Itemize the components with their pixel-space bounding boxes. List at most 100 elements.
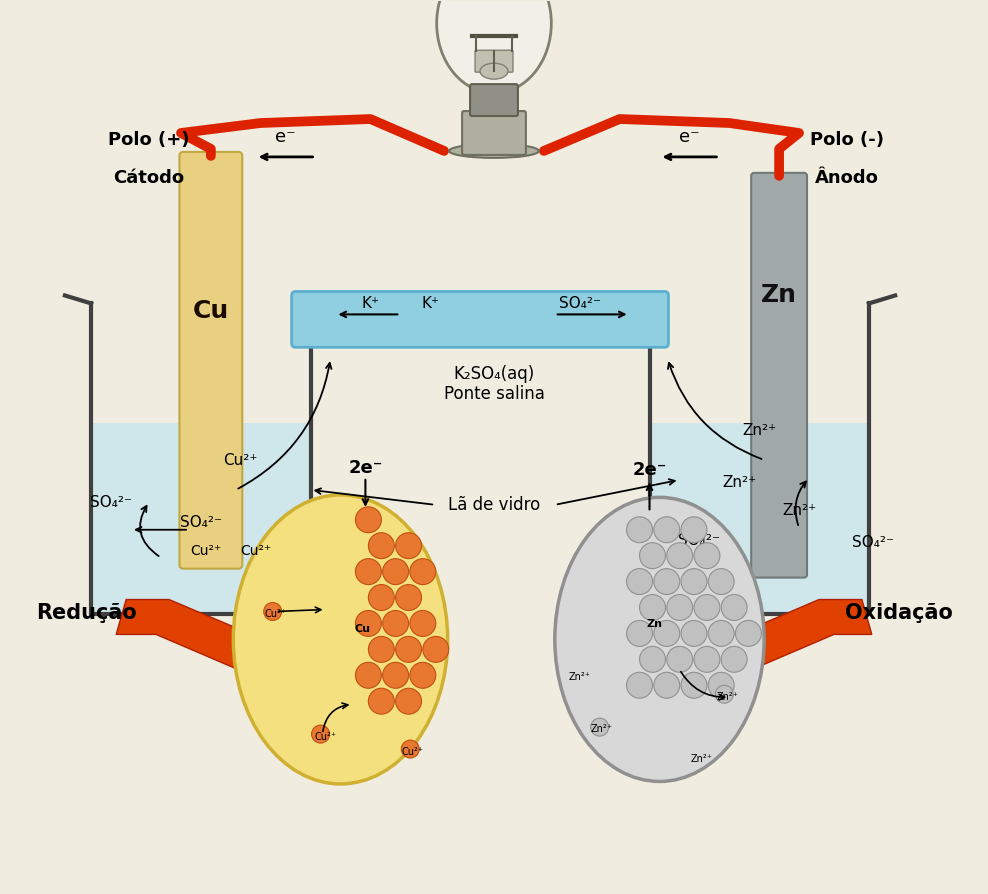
Circle shape <box>681 569 707 595</box>
Text: Zn²⁺: Zn²⁺ <box>782 502 816 518</box>
Text: Zn²⁺: Zn²⁺ <box>691 754 712 764</box>
Circle shape <box>356 662 381 688</box>
Text: Polo (-): Polo (-) <box>810 131 884 149</box>
Circle shape <box>681 672 707 698</box>
Circle shape <box>395 688 422 714</box>
FancyBboxPatch shape <box>291 291 669 347</box>
Polygon shape <box>647 660 717 719</box>
Text: Zn²⁺: Zn²⁺ <box>742 423 777 438</box>
Circle shape <box>410 559 436 585</box>
Circle shape <box>369 688 394 714</box>
Text: SO₄²⁻: SO₄²⁻ <box>180 515 222 530</box>
Circle shape <box>356 611 381 637</box>
Circle shape <box>311 725 330 743</box>
FancyBboxPatch shape <box>475 50 513 72</box>
Text: K⁺: K⁺ <box>362 297 379 311</box>
Circle shape <box>369 637 394 662</box>
Circle shape <box>423 637 449 662</box>
FancyBboxPatch shape <box>470 84 518 116</box>
Text: Ponte salina: Ponte salina <box>444 385 544 403</box>
Polygon shape <box>271 660 341 719</box>
FancyBboxPatch shape <box>180 152 242 569</box>
Text: Cu: Cu <box>355 624 370 635</box>
Text: Lã de vidro: Lã de vidro <box>448 496 540 514</box>
Polygon shape <box>680 600 871 695</box>
Polygon shape <box>295 310 338 343</box>
Circle shape <box>735 620 762 646</box>
Circle shape <box>401 740 419 758</box>
Circle shape <box>382 662 409 688</box>
Text: e⁻: e⁻ <box>276 128 296 146</box>
Circle shape <box>639 543 666 569</box>
Text: Cu²⁺: Cu²⁺ <box>314 732 337 742</box>
Text: SO₄²⁻: SO₄²⁻ <box>559 297 601 311</box>
Circle shape <box>694 595 720 620</box>
Circle shape <box>382 559 409 585</box>
Circle shape <box>626 517 652 543</box>
Text: Zn²⁺: Zn²⁺ <box>722 475 756 490</box>
Text: SO₄²⁻: SO₄²⁻ <box>90 494 132 510</box>
Circle shape <box>626 672 652 698</box>
Circle shape <box>708 620 734 646</box>
FancyBboxPatch shape <box>462 111 526 155</box>
Circle shape <box>654 569 680 595</box>
Text: Zn: Zn <box>646 620 663 629</box>
Circle shape <box>715 686 733 704</box>
Ellipse shape <box>480 63 508 80</box>
Circle shape <box>654 620 680 646</box>
Text: Oxidação: Oxidação <box>845 603 952 622</box>
Circle shape <box>708 672 734 698</box>
Text: Zn²⁺: Zn²⁺ <box>569 672 591 682</box>
Text: Cu²⁺: Cu²⁺ <box>265 610 287 620</box>
Circle shape <box>708 569 734 595</box>
Circle shape <box>681 517 707 543</box>
Polygon shape <box>622 310 665 343</box>
Circle shape <box>626 569 652 595</box>
Circle shape <box>356 559 381 585</box>
Text: Polo (+): Polo (+) <box>109 131 190 149</box>
Polygon shape <box>93 423 308 612</box>
Text: Zn²⁺: Zn²⁺ <box>716 692 738 702</box>
Circle shape <box>395 637 422 662</box>
Circle shape <box>264 603 282 620</box>
Circle shape <box>591 718 609 736</box>
Text: Ânodo: Ânodo <box>815 169 879 187</box>
Text: Cu²⁺: Cu²⁺ <box>223 453 258 468</box>
Text: SO₄²⁻: SO₄²⁻ <box>852 535 894 550</box>
Text: e⁻: e⁻ <box>679 128 700 146</box>
Text: Cu²⁺: Cu²⁺ <box>191 544 221 558</box>
Circle shape <box>681 620 707 646</box>
Circle shape <box>721 595 747 620</box>
Text: Cu²⁺: Cu²⁺ <box>401 747 423 757</box>
Text: Zn: Zn <box>761 283 797 308</box>
Ellipse shape <box>233 495 448 784</box>
Ellipse shape <box>450 144 538 158</box>
Circle shape <box>356 507 381 533</box>
Text: Cátodo: Cátodo <box>114 169 185 187</box>
Circle shape <box>654 672 680 698</box>
Circle shape <box>626 620 652 646</box>
Text: Zn²⁺: Zn²⁺ <box>591 724 613 734</box>
Circle shape <box>639 646 666 672</box>
Polygon shape <box>117 600 310 695</box>
Circle shape <box>369 533 394 559</box>
Circle shape <box>721 646 747 672</box>
Text: K⁺: K⁺ <box>421 297 440 311</box>
Circle shape <box>667 543 693 569</box>
FancyBboxPatch shape <box>751 173 807 578</box>
Circle shape <box>667 646 693 672</box>
Circle shape <box>410 611 436 637</box>
Circle shape <box>382 611 409 637</box>
Ellipse shape <box>437 0 551 93</box>
Text: Redução: Redução <box>36 603 136 622</box>
Text: 2e⁻: 2e⁻ <box>632 461 667 479</box>
Circle shape <box>667 595 693 620</box>
Circle shape <box>654 517 680 543</box>
Circle shape <box>639 595 666 620</box>
Text: 2e⁻: 2e⁻ <box>348 459 382 477</box>
Text: SO₄²⁻: SO₄²⁻ <box>679 533 720 548</box>
Text: Cu: Cu <box>193 299 229 324</box>
Circle shape <box>395 533 422 559</box>
Text: K₂SO₄(aq): K₂SO₄(aq) <box>453 366 535 384</box>
Circle shape <box>694 646 720 672</box>
